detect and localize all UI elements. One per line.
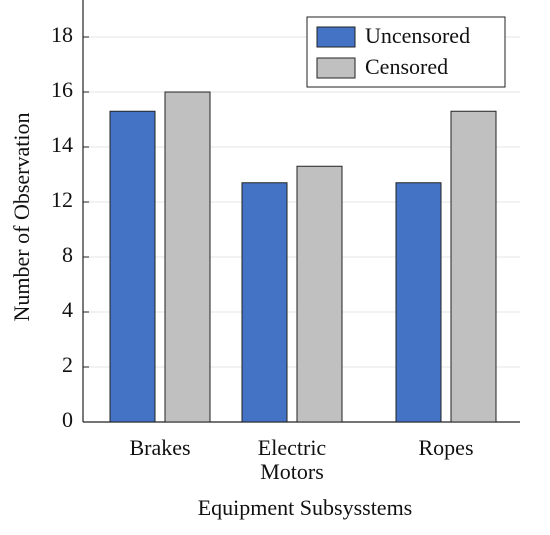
y-tick-label: 4 [62,297,73,322]
y-tick-label: 8 [62,242,73,267]
x-tick-label: Ropes [418,435,474,460]
legend-swatch [316,57,356,79]
bar [241,182,288,423]
legend-label: Uncensored [365,23,470,48]
y-tick-label: 16 [51,77,73,102]
y-tick-label: 12 [51,187,73,212]
y-tick-label: 0 [62,407,73,432]
x-tick-label: Electric Motors [257,435,327,484]
bar [164,91,211,423]
legend-label: Censored [365,54,448,79]
bar [395,182,442,423]
bar [296,165,343,423]
legend-swatch [316,26,356,48]
y-axis-label: Number of Observation [9,113,34,322]
x-axis-label: Equipment Subsysstems [198,495,413,520]
bar [450,110,497,423]
x-tick-label: Brakes [129,435,191,460]
y-tick-label: 2 [62,352,73,377]
y-tick-label: 18 [51,22,73,47]
bar [109,110,156,423]
y-tick-label: 14 [51,132,73,157]
